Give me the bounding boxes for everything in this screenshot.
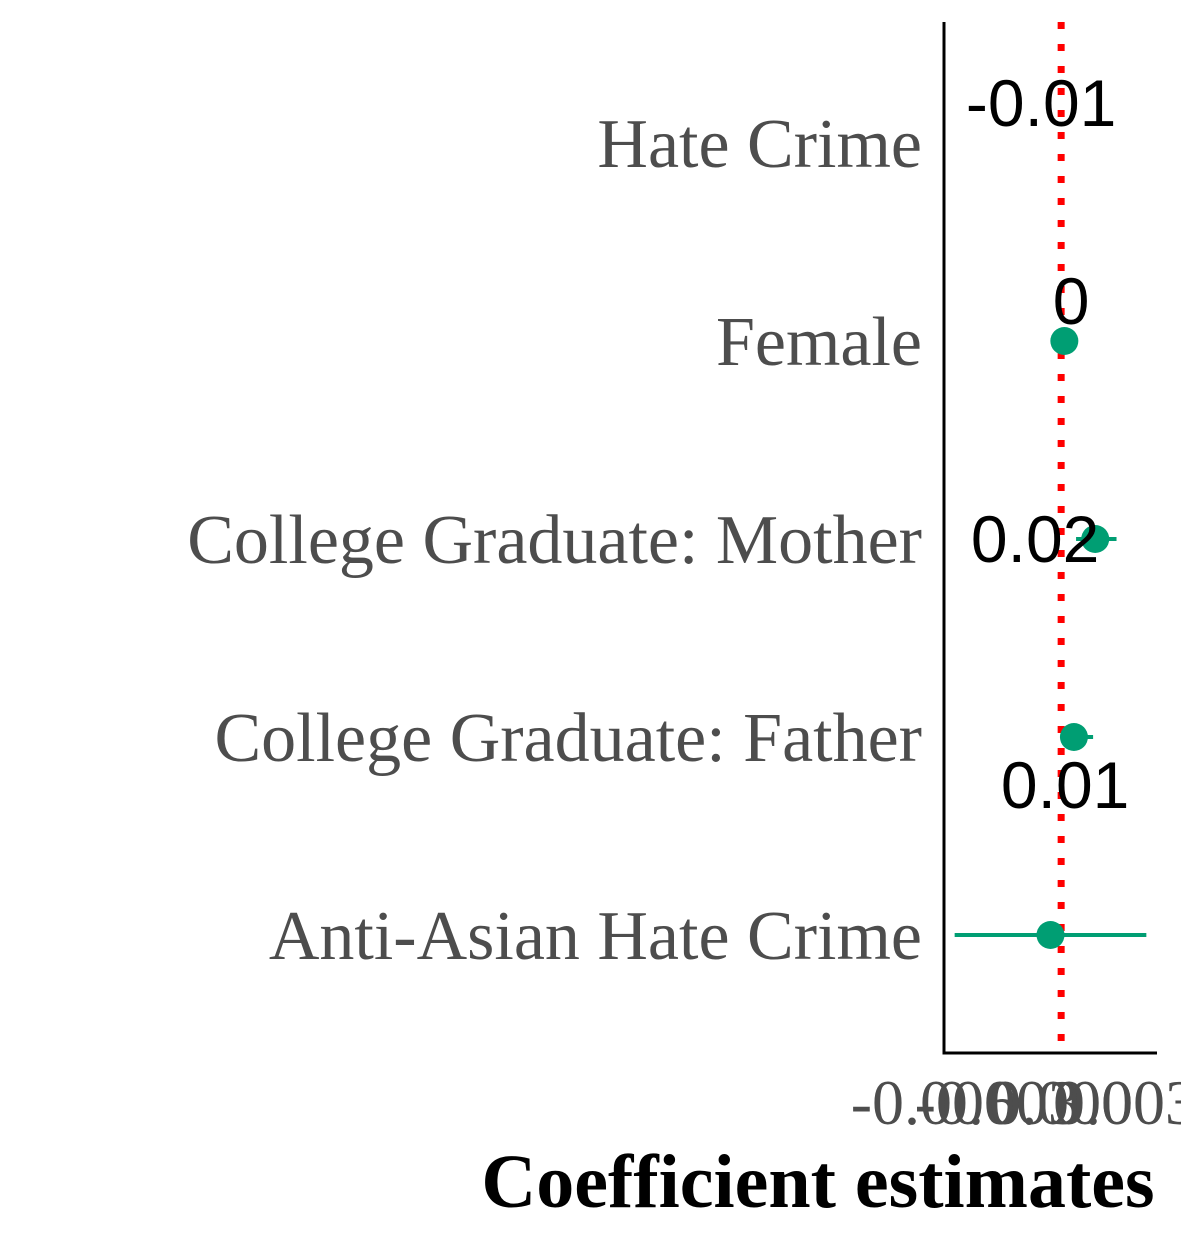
category-labels: Hate Crime Female College Graduate: Mother… — [187, 106, 922, 975]
category-label: Hate Crime — [597, 106, 922, 183]
value-label: 0 — [1053, 264, 1090, 338]
x-tick-label: -0.003 — [915, 1067, 1080, 1138]
category-label: Anti-Asian Hate Crime — [269, 898, 922, 975]
x-tick-label: 0.003 — [1053, 1067, 1181, 1138]
x-axis-title: Coefficient estimates — [481, 1140, 1154, 1224]
value-label: 0.02 — [971, 502, 1099, 576]
confidence-intervals — [954, 339, 1147, 937]
category-label: Female — [716, 304, 922, 381]
estimate-point — [1081, 525, 1110, 553]
x-tick-label: 0.000 — [989, 1067, 1133, 1138]
estimate-point — [1036, 921, 1065, 949]
value-labels: -0.01 0 0.02 0.01 — [966, 66, 1129, 822]
estimate-point — [1050, 327, 1079, 355]
value-label: -0.01 — [966, 66, 1116, 140]
estimate-points — [1036, 327, 1110, 949]
value-label: 0.01 — [1001, 748, 1129, 822]
category-label: College Graduate: Father — [214, 700, 922, 777]
category-label: College Graduate: Mother — [187, 502, 922, 579]
estimate-point — [1059, 723, 1088, 751]
x-tick-label: -0.006 — [851, 1067, 1016, 1138]
